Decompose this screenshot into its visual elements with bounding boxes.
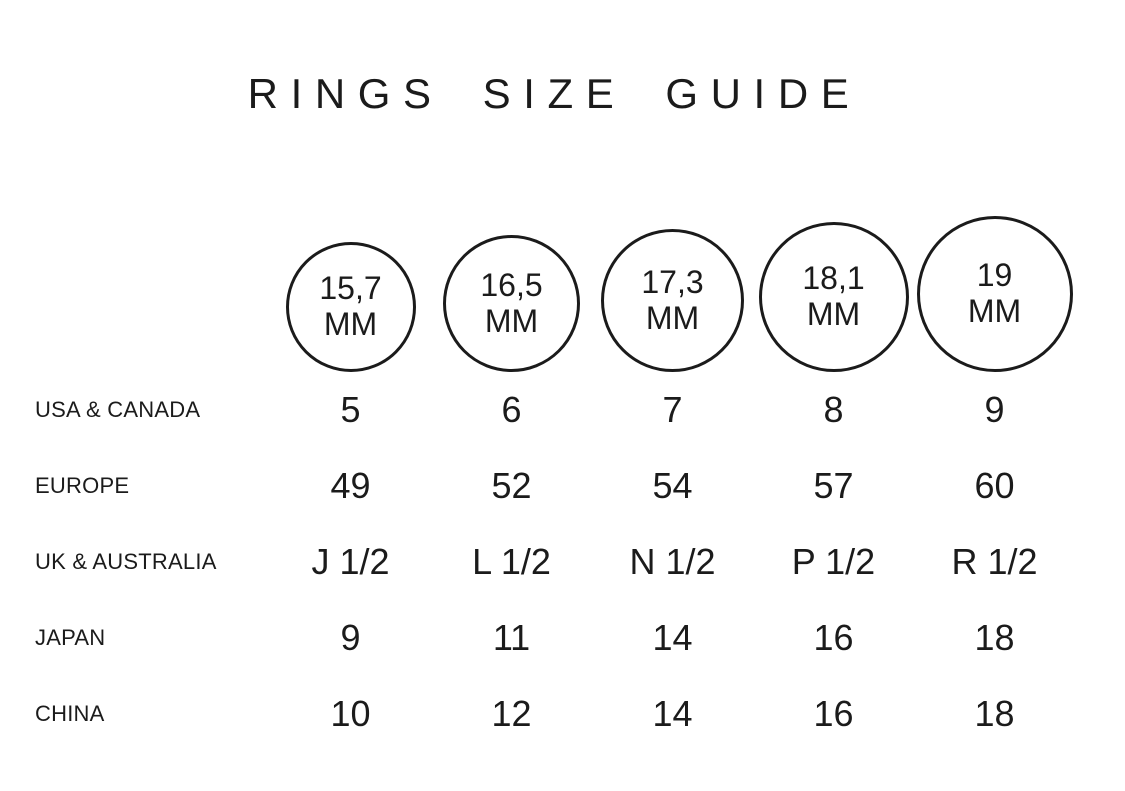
size-value: 14 (652, 693, 693, 734)
page-title: RINGS SIZE GUIDE (247, 70, 862, 117)
size-value: 16 (813, 693, 854, 734)
region-label-japan: JAPAN (35, 625, 106, 650)
diameter-unit: MM (323, 306, 378, 342)
size-value: 18 (974, 693, 1015, 734)
size-value: 9 (984, 389, 1005, 430)
diameter-unit: MM (645, 299, 700, 336)
size-value: 54 (652, 465, 693, 506)
diameter-unit: MM (967, 293, 1022, 329)
size-value: 10 (330, 693, 371, 734)
diameter-value: 19 (976, 257, 1013, 294)
size-value: 7 (662, 389, 683, 430)
diameter-unit: MM (806, 296, 861, 332)
size-value: 8 (823, 389, 844, 430)
size-value: P 1/2 (791, 541, 876, 582)
ring-diameter-circle: 15,7 MM (285, 242, 416, 372)
diameter-value: 17,3 (641, 263, 704, 300)
region-label-europe: EUROPE (35, 473, 130, 498)
size-value: 18 (974, 617, 1015, 658)
diameter-value: 16,5 (480, 266, 543, 303)
diameter-header-cell: 15,7 MM (270, 212, 431, 372)
ring-diameter-circle: 16,5 MM (443, 235, 580, 372)
size-guide-table: 15,7 MM 16,5 MM 17,3 MM 18,1 MM 19 (25, 212, 1075, 752)
diameter-header-cell: 18,1 MM (753, 212, 914, 372)
size-value: L 1/2 (472, 541, 551, 582)
table-corner-spacer (25, 212, 270, 372)
size-value: 16 (813, 617, 854, 658)
size-value: 60 (974, 465, 1015, 506)
diameter-value: 18,1 (802, 260, 865, 297)
size-value: 49 (330, 465, 371, 506)
size-value: 12 (491, 693, 532, 734)
size-value: 9 (340, 617, 361, 658)
region-label-china: CHINA (35, 701, 105, 726)
size-value: 11 (492, 617, 531, 658)
size-value: R 1/2 (951, 541, 1038, 582)
diameter-unit: MM (484, 302, 539, 339)
diameter-header-cell: 16,5 MM (431, 212, 592, 372)
size-value: N 1/2 (629, 541, 716, 582)
size-value: 5 (340, 389, 361, 430)
size-value: 52 (491, 465, 532, 506)
size-value: J 1/2 (311, 541, 390, 582)
diameter-header-cell: 19 MM (914, 212, 1075, 372)
region-label-usa-canada: USA & CANADA (35, 397, 201, 422)
diameter-value: 15,7 (319, 270, 382, 307)
size-value: 57 (813, 465, 854, 506)
ring-diameter-circle: 17,3 MM (601, 229, 744, 372)
size-value: 14 (652, 617, 693, 658)
size-value: 6 (501, 389, 522, 430)
region-label-uk-australia: UK & AUSTRALIA (35, 549, 217, 574)
diameter-header-cell: 17,3 MM (592, 212, 753, 372)
ring-diameter-circle: 19 MM (916, 216, 1073, 372)
ring-diameter-circle: 18,1 MM (758, 222, 909, 372)
